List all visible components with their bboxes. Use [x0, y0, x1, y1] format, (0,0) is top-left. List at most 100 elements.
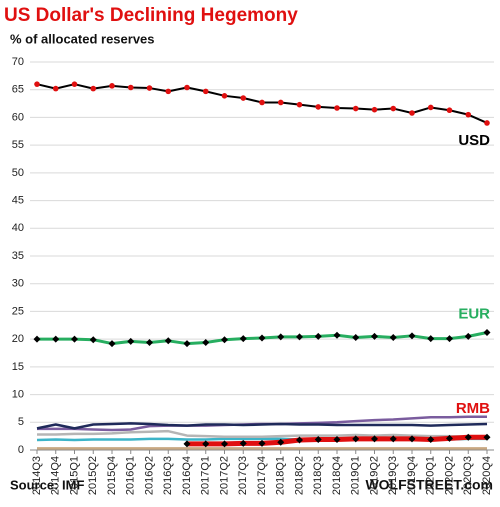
x-tick-label: 2017Q1 — [200, 456, 212, 495]
x-tick-label: 2015Q4 — [106, 456, 118, 495]
x-tick-label: 2018Q3 — [312, 456, 324, 495]
marker — [146, 85, 153, 91]
marker — [446, 434, 453, 442]
marker — [483, 433, 491, 441]
marker — [371, 332, 378, 340]
marker — [446, 335, 453, 343]
marker — [446, 107, 453, 114]
x-tick-label: 2020Q3 — [462, 456, 474, 495]
y-tick-label: 30 — [12, 278, 24, 290]
x-tick-label: 2020Q2 — [443, 456, 455, 495]
marker — [296, 436, 303, 444]
marker — [71, 81, 78, 87]
marker — [483, 328, 491, 336]
marker — [352, 105, 359, 112]
marker — [239, 439, 247, 447]
marker — [389, 333, 397, 341]
series-line — [37, 429, 487, 438]
marker — [427, 335, 435, 343]
marker — [221, 336, 228, 344]
marker — [465, 111, 472, 118]
marker — [33, 335, 41, 343]
y-tick-label: 0 — [18, 444, 24, 456]
marker — [108, 340, 116, 348]
marker — [427, 435, 435, 443]
x-tick-label: 2020Q1 — [425, 456, 437, 495]
x-tick-label: 2014Q4 — [50, 456, 62, 495]
x-tick-label: 2019Q3 — [387, 456, 399, 495]
y-tick-label: 5 — [18, 416, 24, 428]
marker — [202, 338, 210, 346]
marker — [52, 335, 60, 343]
marker — [109, 83, 115, 89]
marker — [239, 335, 247, 343]
marker — [352, 333, 360, 341]
marker — [184, 84, 190, 91]
y-tick-label: 45 — [12, 194, 24, 206]
chart-subtitle: % of allocated reserves — [10, 31, 155, 46]
x-tick-label: 2017Q2 — [218, 456, 230, 495]
marker — [389, 435, 397, 443]
x-tick-label: 2018Q2 — [293, 456, 305, 495]
x-tick-label: 2015Q2 — [87, 456, 99, 495]
marker — [127, 84, 134, 91]
x-tick-label: 2019Q4 — [406, 456, 418, 495]
x-tick-label: 2019Q2 — [368, 456, 380, 495]
x-tick-label: 2017Q4 — [256, 456, 268, 495]
marker — [352, 435, 360, 443]
y-tick-label: 25 — [12, 305, 24, 317]
marker — [202, 88, 209, 95]
x-tick-label: 2016Q3 — [162, 456, 174, 495]
x-tick-label: 2018Q1 — [275, 456, 287, 495]
y-tick-label: 70 — [12, 56, 24, 68]
x-tick-label: 2015Q1 — [68, 456, 80, 495]
marker — [89, 336, 97, 344]
marker — [296, 101, 303, 108]
marker — [221, 93, 228, 99]
marker — [371, 435, 378, 443]
x-tick-label: 2014Q3 — [31, 456, 43, 495]
series-label: RMB — [456, 400, 490, 417]
chart-title: US Dollar's Declining Hegemony — [4, 5, 298, 26]
marker — [165, 88, 172, 95]
marker — [146, 338, 153, 346]
marker — [371, 106, 378, 113]
marker — [315, 104, 322, 110]
marker — [409, 110, 415, 116]
marker — [52, 85, 59, 92]
series-label: USD — [458, 132, 490, 149]
marker — [314, 435, 322, 443]
marker — [240, 95, 247, 101]
x-tick-label: 2016Q4 — [181, 456, 193, 495]
marker — [333, 331, 341, 339]
source: Source: IMF — [10, 477, 84, 492]
marker — [258, 334, 266, 342]
marker — [333, 435, 341, 443]
marker — [34, 81, 40, 87]
marker — [277, 333, 285, 341]
marker — [183, 340, 191, 348]
marker — [484, 120, 490, 126]
x-tick-label: 2016Q2 — [143, 456, 155, 495]
marker — [127, 337, 135, 345]
y-tick-label: 35 — [12, 250, 24, 262]
y-tick-label: 60 — [12, 111, 24, 123]
marker — [71, 335, 78, 343]
marker — [221, 440, 228, 448]
marker — [390, 105, 397, 112]
y-tick-label: 20 — [12, 333, 24, 345]
x-tick-label: 2019Q1 — [350, 456, 362, 495]
marker — [183, 440, 191, 448]
marker — [296, 333, 303, 341]
series-line — [36, 422, 488, 430]
marker — [277, 99, 284, 106]
x-tick-label: 2017Q3 — [237, 456, 249, 495]
x-tick-label: 2016Q1 — [125, 456, 137, 495]
marker — [259, 99, 265, 106]
marker — [277, 438, 285, 446]
y-tick-label: 55 — [12, 139, 24, 151]
marker — [408, 332, 416, 340]
y-tick-label: 15 — [12, 361, 24, 373]
marker — [202, 440, 210, 448]
